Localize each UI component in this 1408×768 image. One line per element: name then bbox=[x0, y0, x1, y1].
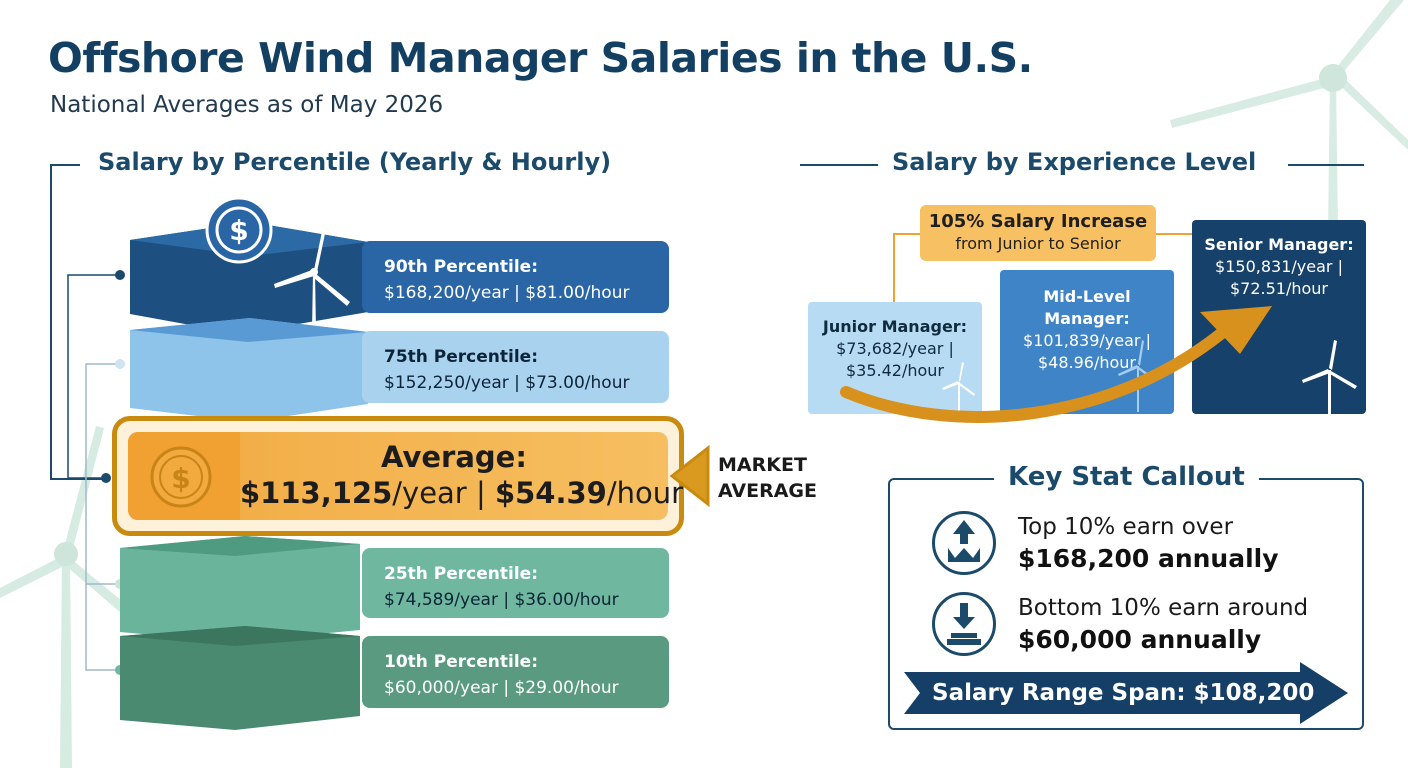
mid-level-manager-title: Mid-Level Manager: bbox=[1043, 287, 1131, 328]
salary-increase-badge: 105% Salary Increase from Junior to Seni… bbox=[920, 205, 1156, 261]
average-hourly-unit: /hour bbox=[606, 476, 684, 510]
arrow-down-tray-icon bbox=[932, 592, 996, 656]
page-title: Offshore Wind Manager Salaries in the U.… bbox=[48, 34, 1033, 82]
block-10th-shape bbox=[120, 626, 360, 730]
percentile-section-heading: Salary by Percentile (Yearly & Hourly) bbox=[98, 148, 612, 176]
key-stat-heading: Key Stat Callout bbox=[1008, 462, 1245, 492]
background-turbine-right-icon bbox=[1170, 0, 1408, 230]
section-rule-left bbox=[50, 164, 80, 166]
bracket-to-average bbox=[50, 478, 106, 480]
range-span-arrow-shape bbox=[904, 662, 1348, 724]
average-hourly: $54.39 bbox=[494, 476, 607, 510]
experience-rule-right bbox=[1288, 164, 1364, 166]
percentile-90th-label: 90th Percentile: bbox=[384, 257, 538, 277]
percentile-90th-value: $168,200/year | $81.00/hour bbox=[384, 283, 630, 303]
svg-text:$: $ bbox=[171, 462, 190, 495]
junior-turbine-icon bbox=[942, 362, 975, 414]
average-yearly-unit: /year | bbox=[392, 476, 495, 510]
top-stat-line1: Top 10% earn over bbox=[1018, 514, 1234, 540]
junior-manager-hourly: $35.42/hour bbox=[845, 361, 945, 380]
mid-level-manager-hourly: $48.96/hour bbox=[1037, 353, 1137, 372]
percentile-75th-card: 75th Percentile: $152,250/year | $73.00/… bbox=[362, 331, 669, 403]
mid-level-manager-card: Mid-Level Manager: $101,839/year | $48.9… bbox=[1000, 270, 1174, 414]
senior-turbine-icon bbox=[1302, 340, 1357, 416]
page-subtitle: National Averages as of May 2026 bbox=[50, 92, 444, 118]
senior-manager-hourly: $72.51/hour bbox=[1229, 279, 1329, 298]
percentile-25th-label: 25th Percentile: bbox=[384, 564, 538, 584]
svg-text:$: $ bbox=[229, 214, 248, 247]
salary-range-span: Salary Range Span: $108,200 bbox=[932, 680, 1315, 706]
market-average-pointer-icon bbox=[669, 444, 710, 508]
growth-arrow-icon bbox=[840, 306, 1272, 423]
percentile-10th-label: 10th Percentile: bbox=[384, 652, 538, 672]
salary-increase-subtitle: from Junior to Senior bbox=[955, 234, 1121, 253]
top-stat-line2: $168,200 annually bbox=[1018, 544, 1279, 573]
bracket-vertical bbox=[50, 164, 52, 480]
senior-manager-yearly: $150,831/year | bbox=[1215, 257, 1343, 276]
salary-increase-title: 105% Salary Increase bbox=[928, 211, 1148, 232]
junior-manager-title: Junior Manager: bbox=[822, 317, 968, 336]
average-yearly: $113,125 bbox=[240, 476, 393, 510]
wind-turbine-icon bbox=[274, 222, 350, 332]
average-value: $113,125/year | $54.39/hour bbox=[240, 476, 683, 510]
crown-arrow-up-icon bbox=[932, 511, 996, 575]
mid-level-manager-yearly: $101,839/year | bbox=[1023, 331, 1151, 350]
junior-manager-card: Junior Manager: $73,682/year | $35.42/ho… bbox=[808, 302, 982, 414]
market-average-label: MARKET AVERAGE bbox=[718, 452, 817, 504]
average-label: Average: bbox=[381, 440, 527, 474]
bottom-stat-line1: Bottom 10% earn around bbox=[1018, 595, 1309, 621]
average-text-wrap: Average: $113,125/year | $54.39/hour bbox=[240, 440, 683, 520]
experience-rule-left bbox=[800, 164, 878, 166]
junior-manager-yearly: $73,682/year | bbox=[836, 339, 954, 358]
block-25th-shape bbox=[120, 536, 360, 642]
percentile-75th-value: $152,250/year | $73.00/hour bbox=[384, 373, 630, 393]
market-label-line1: MARKET bbox=[718, 454, 807, 476]
percentile-25th-card: 25th Percentile: $74,589/year | $36.00/h… bbox=[362, 548, 669, 618]
block-75th-shape bbox=[130, 318, 368, 422]
percentile-25th-value: $74,589/year | $36.00/hour bbox=[384, 590, 619, 610]
average-dollar-icon: $ bbox=[150, 446, 212, 508]
market-label-line2: AVERAGE bbox=[718, 480, 818, 502]
key-stat-heading-wrap: Key Stat Callout bbox=[994, 462, 1259, 492]
experience-section-heading: Salary by Experience Level bbox=[892, 148, 1257, 176]
percentile-10th-card: 10th Percentile: $60,000/year | $29.00/h… bbox=[362, 636, 669, 708]
bottom-stat-line2: $60,000 annually bbox=[1018, 625, 1262, 654]
percentile-90th-card: 90th Percentile: $168,200/year | $81.00/… bbox=[362, 241, 669, 313]
dollar-coin-icon: $ bbox=[205, 196, 273, 264]
senior-manager-title: Senior Manager: bbox=[1204, 235, 1354, 254]
percentile-75th-label: 75th Percentile: bbox=[384, 347, 538, 367]
percentile-10th-value: $60,000/year | $29.00/hour bbox=[384, 678, 619, 698]
